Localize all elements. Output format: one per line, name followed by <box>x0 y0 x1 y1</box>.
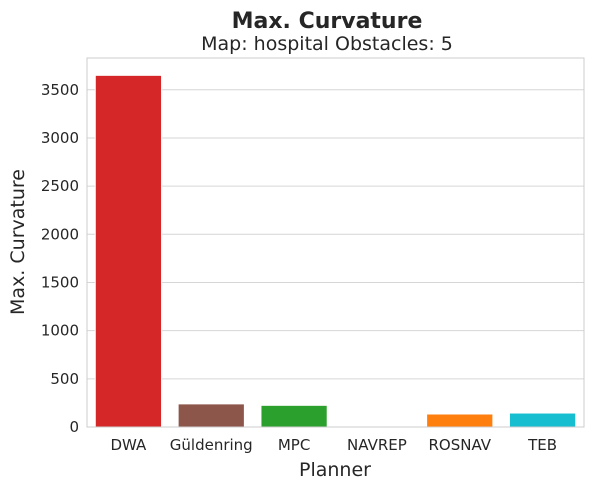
y-tick-label: 1500 <box>41 273 79 291</box>
x-tick-label: Güldenring <box>170 436 253 454</box>
bar-g-ldenring <box>177 403 245 428</box>
x-tick-labels: DWA Güldenring MPC NAVREP ROSNAV TEB <box>111 436 558 454</box>
x-tick-label: TEB <box>527 436 557 454</box>
bar-rosnav <box>426 413 494 428</box>
bar-teb <box>508 412 577 428</box>
bars <box>94 74 577 428</box>
x-tick-label: ROSNAV <box>428 436 491 454</box>
grid-lines <box>87 89 584 428</box>
y-tick-label: 2000 <box>41 225 79 243</box>
bar-dwa <box>94 74 163 428</box>
x-tick-label: MPC <box>278 436 310 454</box>
y-tick-label: 3000 <box>41 129 79 147</box>
y-tick-label: 2500 <box>41 177 79 195</box>
plot-frame <box>86 57 585 428</box>
y-tick-label: 0 <box>69 418 79 436</box>
y-tick-labels: 0 500 1000 1500 2000 2500 3000 3500 <box>41 81 79 436</box>
chart-title: Max. Curvature <box>232 9 423 34</box>
chart-subtitle: Map: hospital Obstacles: 5 <box>201 33 453 55</box>
y-axis-label: Max. Curvature <box>7 169 29 315</box>
y-tick-label: 1000 <box>41 322 79 340</box>
bar-mpc <box>260 404 328 428</box>
x-tick-label: DWA <box>111 436 148 454</box>
y-tick-label: 3500 <box>41 81 79 99</box>
y-tick-label: 500 <box>50 370 79 388</box>
x-axis-label: Planner <box>299 459 371 481</box>
x-tick-label: NAVREP <box>347 436 407 454</box>
